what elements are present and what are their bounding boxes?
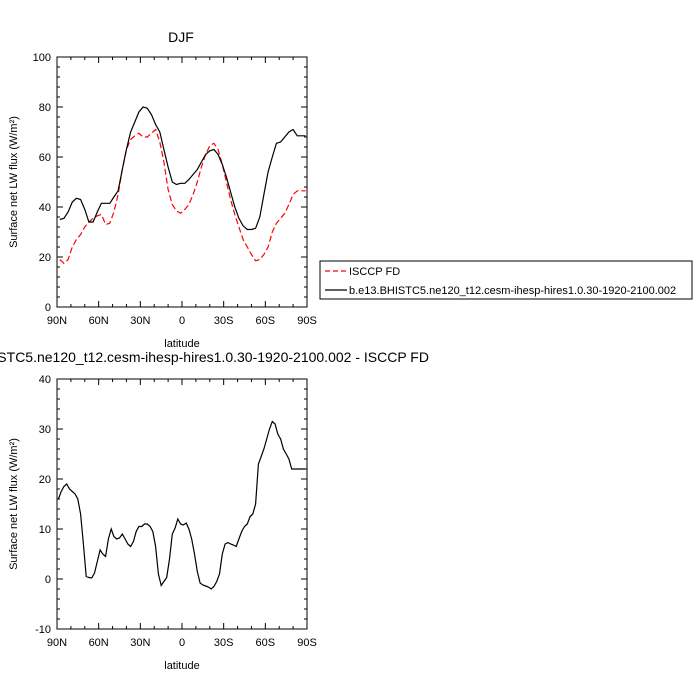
- y-tick-label: 30: [39, 424, 51, 436]
- bottom-plot-frame: [56, 378, 308, 630]
- x-tick-label: 30S: [214, 637, 234, 649]
- bottom-x-ticks: 90N 60N 30N 0 30S 60S 90S: [47, 379, 317, 649]
- x-tick-label: 90N: [47, 637, 67, 649]
- bottom-y-axis-label-text: Surface net LW flux (W/m²): [8, 438, 20, 570]
- series-line-difference: [57, 420, 306, 590]
- top-x-axis-label: latitude: [164, 338, 199, 350]
- y-tick-label: 60: [39, 152, 51, 164]
- y-tick-label: -10: [35, 624, 51, 636]
- top-title: DJF: [168, 29, 194, 45]
- bottom-axis-minor-ticks: [57, 378, 307, 630]
- y-tick-label: 40: [39, 374, 51, 386]
- x-tick-label: 60N: [89, 637, 109, 649]
- y-tick-label: 20: [39, 252, 51, 264]
- bottom-panel: b.e13.BHISTC5.ne120_t12.cesm-ihesp-hires…: [0, 349, 429, 672]
- bottom-title: b.e13.BHISTC5.ne120_t12.cesm-ihesp-hires…: [0, 349, 429, 365]
- series-line-isccp: [59, 128, 306, 265]
- top-panel: DJF 0 20 40 60 80 100 90N 60N 30N 0 30S 60S 90S lat…: [8, 29, 693, 350]
- legend-box: [319, 260, 693, 300]
- top-x-ticks: 90N 60N 30N 0 30S 60S 90S: [47, 57, 317, 327]
- y-tick-label: 0: [45, 302, 51, 314]
- y-tick-label: 0: [45, 574, 51, 586]
- top-axis-minor-ticks: [57, 56, 307, 308]
- top-y-axis-label: Surface net LW flux (W/m²): [8, 116, 20, 248]
- x-tick-label: 60S: [256, 637, 276, 649]
- y-tick-label: 80: [39, 102, 51, 114]
- x-tick-label: 0: [179, 637, 185, 649]
- y-tick-label: 40: [39, 202, 51, 214]
- top-plot-frame: [56, 56, 308, 308]
- x-tick-label: 60N: [89, 315, 109, 327]
- y-tick-label: 100: [33, 52, 51, 64]
- legend-label-model: b.e13.BHISTC5.ne120_t12.cesm-ihesp-hires…: [349, 285, 676, 297]
- legend-label-isccp: ISCCP FD: [349, 266, 400, 278]
- y-tick-label: 10: [39, 524, 51, 536]
- x-tick-label: 90S: [297, 315, 317, 327]
- x-tick-label: 0: [179, 315, 185, 327]
- x-tick-label: 30N: [130, 637, 150, 649]
- top-y-ticks: 0 20 40 60 80 100: [33, 52, 307, 314]
- y-tick-label: 20: [39, 474, 51, 486]
- bottom-x-axis-label: latitude: [164, 660, 199, 672]
- x-tick-label: 30N: [130, 315, 150, 327]
- x-tick-label: 90S: [297, 637, 317, 649]
- x-tick-label: 90N: [47, 315, 67, 327]
- x-tick-label: 60S: [256, 315, 276, 327]
- legend: ISCCP FD b.e13.BHISTC5.ne120_t12.cesm-ih…: [319, 260, 693, 300]
- top-series-group: [59, 106, 306, 265]
- x-tick-label: 30S: [214, 315, 234, 327]
- bottom-y-ticks: -10 0 10 20 30 40: [35, 374, 307, 636]
- bottom-y-axis-label: Surface net LW flux (W/m²): [8, 438, 20, 570]
- top-y-axis-label-text: Surface net LW flux (W/m²): [8, 116, 20, 248]
- series-line-model: [59, 106, 306, 231]
